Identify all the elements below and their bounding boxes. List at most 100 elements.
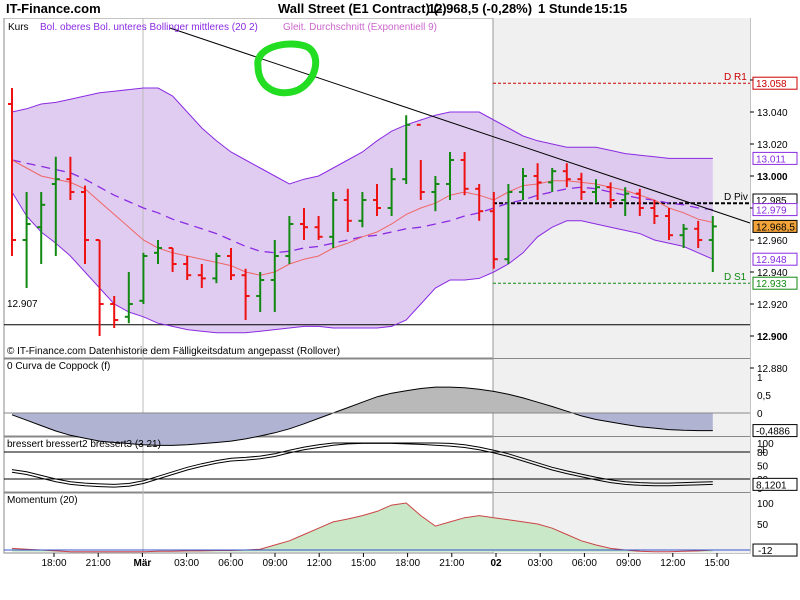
time-tick-label: 21:00: [86, 558, 111, 569]
price-badge: [752, 276, 798, 290]
ohlc-bar: [592, 179, 600, 204]
momentum-value-label: -12: [758, 546, 773, 557]
ohlc-bar: [110, 296, 119, 328]
price-tick-label: 12.900: [757, 332, 788, 343]
level-label: D R1: [724, 72, 747, 83]
low-value-label: 12.907: [7, 299, 38, 310]
price-tick-label: 12.920: [757, 300, 788, 311]
ohlc-bar: [8, 88, 16, 256]
ohlc-bar: [95, 239, 104, 336]
time-label: 15:15: [594, 1, 628, 16]
coppock-line: [11, 386, 713, 446]
ohlc-bar: [154, 240, 162, 264]
ohlc-bar: [387, 168, 396, 216]
ohlc-bar: [227, 248, 235, 280]
coppock-title: 0 Curva de Coppock (f): [7, 361, 110, 372]
coppock-value-badge: [752, 424, 798, 438]
price-badge-label: 12.968,5: [756, 222, 795, 233]
bressert-value-label: 8,1201: [756, 480, 787, 491]
ohlc-bar: [416, 123, 425, 200]
bollinger-middle-line: [11, 159, 713, 254]
momentum-value-badge: [752, 543, 798, 557]
ohlc-bar: [460, 152, 469, 196]
bollinger-upper-line: [11, 87, 713, 185]
ohlc-bar: [139, 252, 148, 304]
ohlc-bar: [431, 176, 440, 212]
ohlc-bar: [489, 192, 498, 269]
level-label: D S1: [724, 272, 747, 283]
ohlc-bar: [343, 188, 352, 232]
ohlc-bar: [183, 256, 192, 280]
ohlc-bar: [635, 188, 644, 216]
ema-legend: Gleit. Durchschnitt (Exponentiell 9): [283, 22, 437, 33]
level-label: D Piv: [724, 192, 748, 203]
ohlc-bar: [241, 268, 250, 320]
ohlc-bar: [285, 216, 294, 264]
quote-label: 12.968,5 (-0,28%): [428, 1, 533, 16]
price-tick-label: 12.960: [757, 236, 788, 247]
ohlc-bar: [124, 272, 133, 324]
price-badge: [752, 151, 798, 165]
time-tick-label: 06:00: [218, 558, 243, 569]
ohlc-bar: [37, 192, 46, 264]
ohlc-bar: [708, 216, 717, 272]
price-tick-label: 12.880: [757, 364, 788, 375]
time-tick-label: 15:00: [351, 558, 376, 569]
copyright-footer: © IT-Finance.com Datenhistorie dem Fälli…: [7, 346, 340, 357]
ohlc-bar: [665, 208, 673, 240]
instrument-title: Wall Street (E1 Contract) (-): [278, 1, 447, 16]
brand-label: IT-Finance.com: [6, 1, 101, 16]
time-tick-label: 09:00: [262, 558, 287, 569]
time-tick-label: 12:00: [307, 558, 332, 569]
ohlc-bar: [300, 208, 308, 240]
momentum-title: Momentum (20): [7, 495, 78, 506]
ohlc-bar: [66, 156, 75, 200]
momentum-tick-label: 100: [757, 499, 774, 510]
coppock-value-label: -0,4886: [756, 427, 790, 438]
period-label: 1 Stunde: [538, 1, 593, 16]
ohlc-bar: [168, 247, 177, 272]
ohlc-bar: [256, 272, 265, 312]
time-tick-label: 18:00: [41, 558, 66, 569]
time-tick-label: 06:00: [572, 558, 597, 569]
annotation-circle: [254, 40, 320, 97]
time-tick-label: Mär: [134, 558, 152, 569]
ohlc-bar: [373, 184, 381, 216]
ohlc-bar: [519, 168, 527, 200]
ohlc-bar: [358, 192, 367, 228]
ohlc-bar: [679, 224, 688, 248]
coppock-area-neg: [12, 387, 713, 446]
ohlc-bar: [22, 192, 31, 288]
price-badge-label: 12.979: [756, 206, 787, 217]
bressert2-line: [11, 442, 713, 485]
ohlc-bar: [694, 220, 703, 248]
price-badge-label: 12.948: [756, 255, 787, 266]
ohlc-bar: [548, 168, 557, 192]
time-tick-label: 09:00: [616, 558, 641, 569]
price-badge-label: 12.985: [756, 196, 787, 207]
time-tick-label: 03:00: [528, 558, 553, 569]
kurs-legend: Kurs: [8, 22, 29, 33]
time-tick-label: 18:00: [395, 558, 420, 569]
trend-line: [169, 27, 751, 224]
momentum-line: [11, 502, 713, 553]
ohlc-bar: [621, 187, 630, 216]
ohlc-bar: [197, 264, 206, 288]
bressert-tick-label: 100: [757, 439, 774, 450]
bollinger-legend: Bol. oberes Bol. unteres Bollinger mittl…: [40, 22, 258, 33]
ohlc-bar: [314, 216, 323, 240]
ohlc-bar: [270, 240, 279, 312]
momentum-tick-label: 50: [757, 520, 769, 531]
ohlc-bar: [504, 184, 513, 264]
ohlc-bar: [577, 172, 586, 200]
price-tick-label: 13.040: [757, 108, 788, 119]
price-badge: [752, 219, 798, 233]
ohlc-bar: [81, 185, 89, 264]
price-tick-label: 13.020: [757, 140, 788, 151]
bressert-tick-label: 80: [757, 448, 769, 459]
ohlc-bar: [212, 252, 221, 284]
ohlc-bar: [446, 152, 454, 200]
time-tick-label: 15:00: [704, 558, 729, 569]
ohlc-bar: [402, 115, 411, 184]
